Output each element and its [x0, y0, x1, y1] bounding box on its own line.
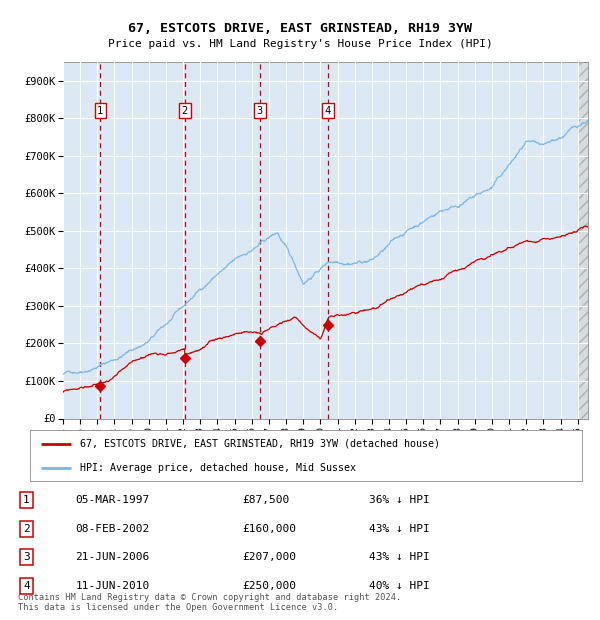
Text: 11-JUN-2010: 11-JUN-2010 [76, 581, 149, 591]
Text: 08-FEB-2002: 08-FEB-2002 [76, 524, 149, 534]
Text: £160,000: £160,000 [242, 524, 296, 534]
Text: 1: 1 [23, 495, 30, 505]
Text: 3: 3 [23, 552, 30, 562]
Text: 1: 1 [97, 106, 103, 116]
Text: 3: 3 [257, 106, 263, 116]
Text: 36% ↓ HPI: 36% ↓ HPI [369, 495, 430, 505]
Text: 2: 2 [182, 106, 188, 116]
Text: HPI: Average price, detached house, Mid Sussex: HPI: Average price, detached house, Mid … [80, 463, 356, 473]
Text: 67, ESTCOTS DRIVE, EAST GRINSTEAD, RH19 3YW (detached house): 67, ESTCOTS DRIVE, EAST GRINSTEAD, RH19 … [80, 439, 440, 449]
Text: 21-JUN-2006: 21-JUN-2006 [76, 552, 149, 562]
Text: 2: 2 [23, 524, 30, 534]
Text: 67, ESTCOTS DRIVE, EAST GRINSTEAD, RH19 3YW: 67, ESTCOTS DRIVE, EAST GRINSTEAD, RH19 … [128, 22, 472, 35]
Text: 40% ↓ HPI: 40% ↓ HPI [369, 581, 430, 591]
Text: 4: 4 [325, 106, 331, 116]
Text: 05-MAR-1997: 05-MAR-1997 [76, 495, 149, 505]
Text: 43% ↓ HPI: 43% ↓ HPI [369, 552, 430, 562]
Text: £250,000: £250,000 [242, 581, 296, 591]
Text: 4: 4 [23, 581, 30, 591]
Text: £207,000: £207,000 [242, 552, 296, 562]
Bar [578, 62, 588, 419]
Text: Price paid vs. HM Land Registry's House Price Index (HPI): Price paid vs. HM Land Registry's House … [107, 39, 493, 49]
Bar [578, 62, 588, 419]
Text: Contains HM Land Registry data © Crown copyright and database right 2024.
This d: Contains HM Land Registry data © Crown c… [18, 593, 401, 612]
Text: £87,500: £87,500 [242, 495, 290, 505]
Text: 43% ↓ HPI: 43% ↓ HPI [369, 524, 430, 534]
